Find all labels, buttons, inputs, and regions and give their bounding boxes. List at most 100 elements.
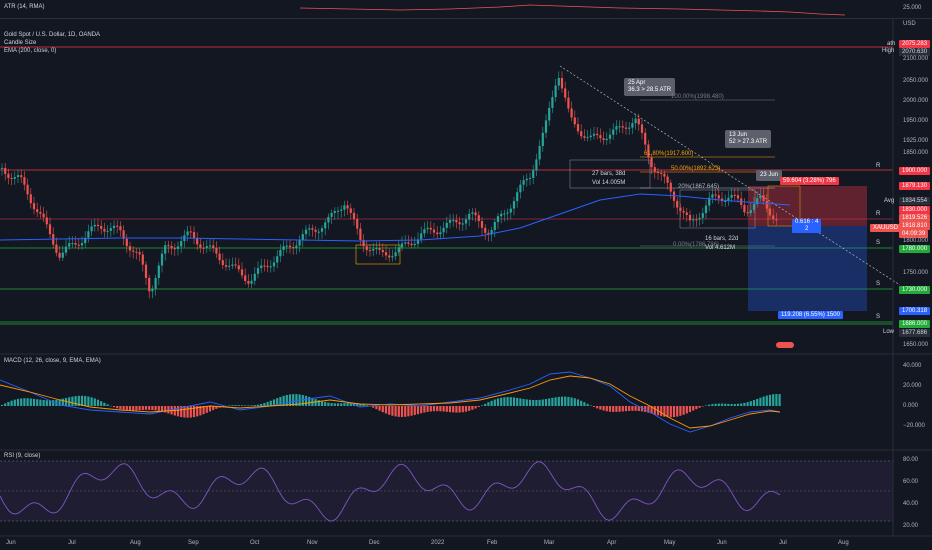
macd-bar	[13, 399, 16, 406]
candle-body	[128, 246, 132, 251]
macd-bar	[16, 398, 20, 406]
range2-vol: Vol 4.612M	[705, 245, 736, 251]
indicator-candle-size: Candle Size	[4, 40, 37, 46]
macd-bar	[490, 400, 493, 406]
candle-body	[624, 127, 628, 129]
macd-bar	[432, 406, 436, 412]
annotation-apr25[interactable]: 25 Apr 36.3 > 28.5 ATR	[624, 78, 676, 96]
macd-bar	[637, 406, 640, 412]
macd-bar	[100, 401, 103, 406]
fib-50-label: 50.00%(1892.623)	[671, 166, 721, 172]
macd-bar	[192, 406, 196, 418]
candle-body	[317, 231, 320, 233]
candle-body	[276, 256, 279, 263]
macd-bar	[621, 406, 624, 412]
time-label: Jul	[779, 540, 787, 546]
candle-body	[765, 201, 768, 209]
macd-bar	[23, 398, 26, 406]
atr-line	[299, 4, 846, 16]
candle-body	[36, 209, 39, 213]
candle-body	[359, 228, 362, 240]
candle-body	[631, 123, 634, 128]
candle-body	[388, 255, 391, 258]
candle-body	[170, 246, 173, 249]
candle-body	[612, 129, 615, 135]
candle-body	[208, 245, 212, 247]
candle-body	[269, 266, 272, 268]
candle-body	[253, 273, 256, 281]
macd-bar	[372, 406, 375, 408]
candle-body	[234, 264, 237, 266]
candle-body	[599, 135, 602, 139]
macd-bar	[455, 406, 458, 413]
macd-bar	[128, 406, 132, 411]
macd-bar	[336, 403, 340, 406]
macd-bar	[90, 397, 93, 406]
macd-bar	[314, 399, 317, 406]
time-label: Jun	[6, 540, 16, 546]
macd-bar	[324, 402, 327, 406]
macd-bar	[359, 403, 362, 406]
candle-body	[576, 124, 580, 132]
fib-20-label: 20%(1867.645)	[678, 184, 720, 190]
macd-bar	[599, 406, 602, 410]
candle-body	[618, 126, 621, 128]
macd-bar	[711, 404, 714, 406]
candle-body	[202, 247, 205, 249]
candle-body	[103, 228, 106, 232]
macd-bar	[596, 406, 599, 409]
macd-bar	[720, 403, 724, 406]
candle-body	[701, 213, 704, 218]
macd-bar	[452, 406, 455, 413]
macd-bar	[394, 406, 397, 417]
macd-bar	[196, 406, 199, 417]
candle-body	[327, 216, 330, 223]
annotation-jun23[interactable]: 23 Jun	[756, 170, 783, 181]
candle-body	[669, 182, 672, 192]
macd-bar	[727, 403, 730, 406]
candle-body	[308, 228, 311, 230]
macd-bar	[276, 398, 279, 406]
macd-bar	[567, 396, 570, 406]
level-1700-tag: 1700.318	[899, 307, 931, 315]
macd-bar	[682, 406, 685, 415]
candle-body	[96, 224, 100, 227]
macd-bar	[480, 405, 484, 406]
macd-bar	[570, 397, 573, 406]
macd-bar	[420, 406, 423, 414]
candle-body	[749, 209, 752, 214]
candle-body	[752, 204, 756, 210]
candle-body	[167, 245, 170, 247]
macd-bar	[493, 399, 496, 406]
candle-body	[580, 131, 583, 137]
fib-0-label: 0.00%(1786.786)	[673, 242, 720, 248]
candle-body	[426, 227, 429, 230]
macd-bar	[292, 394, 295, 406]
macd-bar	[560, 396, 564, 406]
macd-bar	[80, 395, 84, 406]
macd-bar	[148, 406, 151, 410]
time-label: Aug	[130, 540, 141, 546]
candle-body	[285, 245, 288, 247]
annotation-jun13[interactable]: 13 Jun 52 > 27.3 ATR	[725, 130, 772, 148]
macd-bar	[61, 398, 64, 406]
candle-body	[29, 194, 32, 204]
candle-body	[356, 219, 359, 229]
macd-bar	[749, 401, 752, 406]
candle-body	[663, 173, 666, 177]
macd-bar	[708, 404, 711, 406]
price-pane[interactable]: Gold Spot / U.S. Dollar, 1D, OANDA Candl…	[0, 19, 932, 350]
candle-body	[42, 213, 45, 218]
candle-body	[58, 252, 61, 258]
macd-bar	[327, 402, 330, 406]
macd-bar	[685, 406, 688, 414]
macd-bar	[500, 397, 503, 406]
atr-level: 25.000	[903, 5, 922, 11]
macd-bar	[772, 394, 775, 406]
macd-bar	[39, 399, 42, 406]
candle-body	[272, 262, 276, 267]
macd-bar	[215, 406, 218, 409]
candle-body	[215, 247, 218, 254]
macd-bar	[509, 397, 512, 406]
